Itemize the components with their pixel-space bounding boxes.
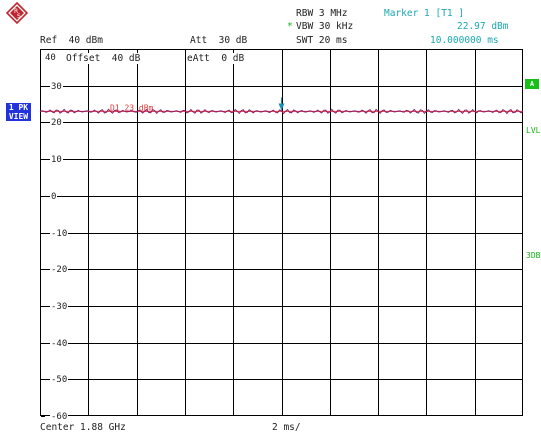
- svg-text:S: S: [17, 13, 21, 20]
- marker-title: Marker 1 [T1 ]: [384, 8, 465, 19]
- grid-vertical-line: [233, 50, 234, 415]
- grid-vertical-line: [88, 50, 89, 415]
- grid-horizontal-line: [41, 196, 522, 197]
- trace-mode-line2: VIEW: [8, 112, 29, 121]
- marker-time: 10.000000 ms: [430, 35, 499, 46]
- grid-horizontal-line: [41, 269, 522, 270]
- time-per-div: 2 ms/: [272, 422, 301, 433]
- grid-horizontal-line: [41, 343, 522, 344]
- y-tick-mark: [41, 416, 45, 417]
- marker-1-icon: [278, 103, 285, 111]
- grid-horizontal-line: [41, 122, 522, 123]
- y-tick-label: 0: [50, 192, 58, 202]
- rbw-readout: RBW 3 MHz: [296, 8, 348, 19]
- offset-info: Offset 40 dB: [66, 53, 141, 64]
- trace-mode-badge: 1 PK VIEW: [6, 103, 31, 121]
- grid-vertical-line: [330, 50, 331, 415]
- grid-vertical-line: [137, 50, 138, 415]
- y-tick-mark: [41, 86, 45, 87]
- grid-horizontal-line: [41, 233, 522, 234]
- measurement-grid: 40 30 20 10 0 -10 -20 -30 -40 -50 -60: [40, 49, 523, 422]
- grid-horizontal-line: [41, 379, 522, 380]
- y-tick-mark: [41, 122, 45, 123]
- y-tick-label: -20: [50, 265, 69, 275]
- y-tick-mark: [41, 306, 45, 307]
- y-tick-mark: [41, 159, 45, 160]
- display-line-label: D1 23 dBm: [110, 103, 154, 112]
- 3db-indicator: 3DB: [526, 251, 541, 260]
- y-tick-label: -40: [50, 339, 69, 349]
- vbw-readout: VBW 30 kHz: [296, 21, 354, 32]
- grid-vertical-line: [475, 50, 476, 415]
- grid-vertical-line: [282, 50, 283, 415]
- svg-text:R: R: [14, 8, 18, 15]
- y-tick-mark: [41, 269, 45, 270]
- y-tick-label: -60: [50, 412, 69, 422]
- y-tick-label: -10: [50, 229, 69, 239]
- y-tick-label: 40: [44, 53, 57, 63]
- grid-vertical-line: [185, 50, 186, 415]
- marker-level: 22.97 dBm: [457, 21, 509, 32]
- y-tick-label: -50: [50, 375, 69, 385]
- vbw-modified-star: *: [287, 21, 293, 32]
- lvl-indicator: LVL: [526, 126, 541, 135]
- trace-mode-line1: 1 PK: [8, 103, 29, 112]
- y-tick-label: 20: [50, 118, 63, 128]
- trace-a-badge: A: [525, 79, 539, 89]
- y-tick-mark: [41, 343, 45, 344]
- y-tick-mark: [41, 379, 45, 380]
- grid-vertical-line: [378, 50, 379, 415]
- grid-horizontal-line: [41, 86, 522, 87]
- center-frequency: Center 1.88 GHz: [40, 422, 126, 433]
- swt-readout: SWT 20 ms: [296, 35, 348, 46]
- grid-horizontal-line: [41, 306, 522, 307]
- attenuation: Att 30 dB: [190, 35, 248, 46]
- eatt-info: eAtt 0 dB: [187, 53, 245, 64]
- y-tick-mark: [41, 233, 45, 234]
- trace-line: [40, 108, 523, 115]
- y-tick-label: -30: [50, 302, 69, 312]
- y-tick-label: 10: [50, 155, 63, 165]
- rohde-schwarz-logo-icon: R S: [6, 2, 28, 24]
- y-tick-mark: [41, 196, 45, 197]
- y-tick-label: 30: [50, 82, 63, 92]
- trace-plot: D1 23 dBm: [40, 97, 523, 115]
- grid-vertical-line: [426, 50, 427, 415]
- ref-level: Ref 40 dBm: [40, 35, 103, 46]
- grid-horizontal-line: [41, 159, 522, 160]
